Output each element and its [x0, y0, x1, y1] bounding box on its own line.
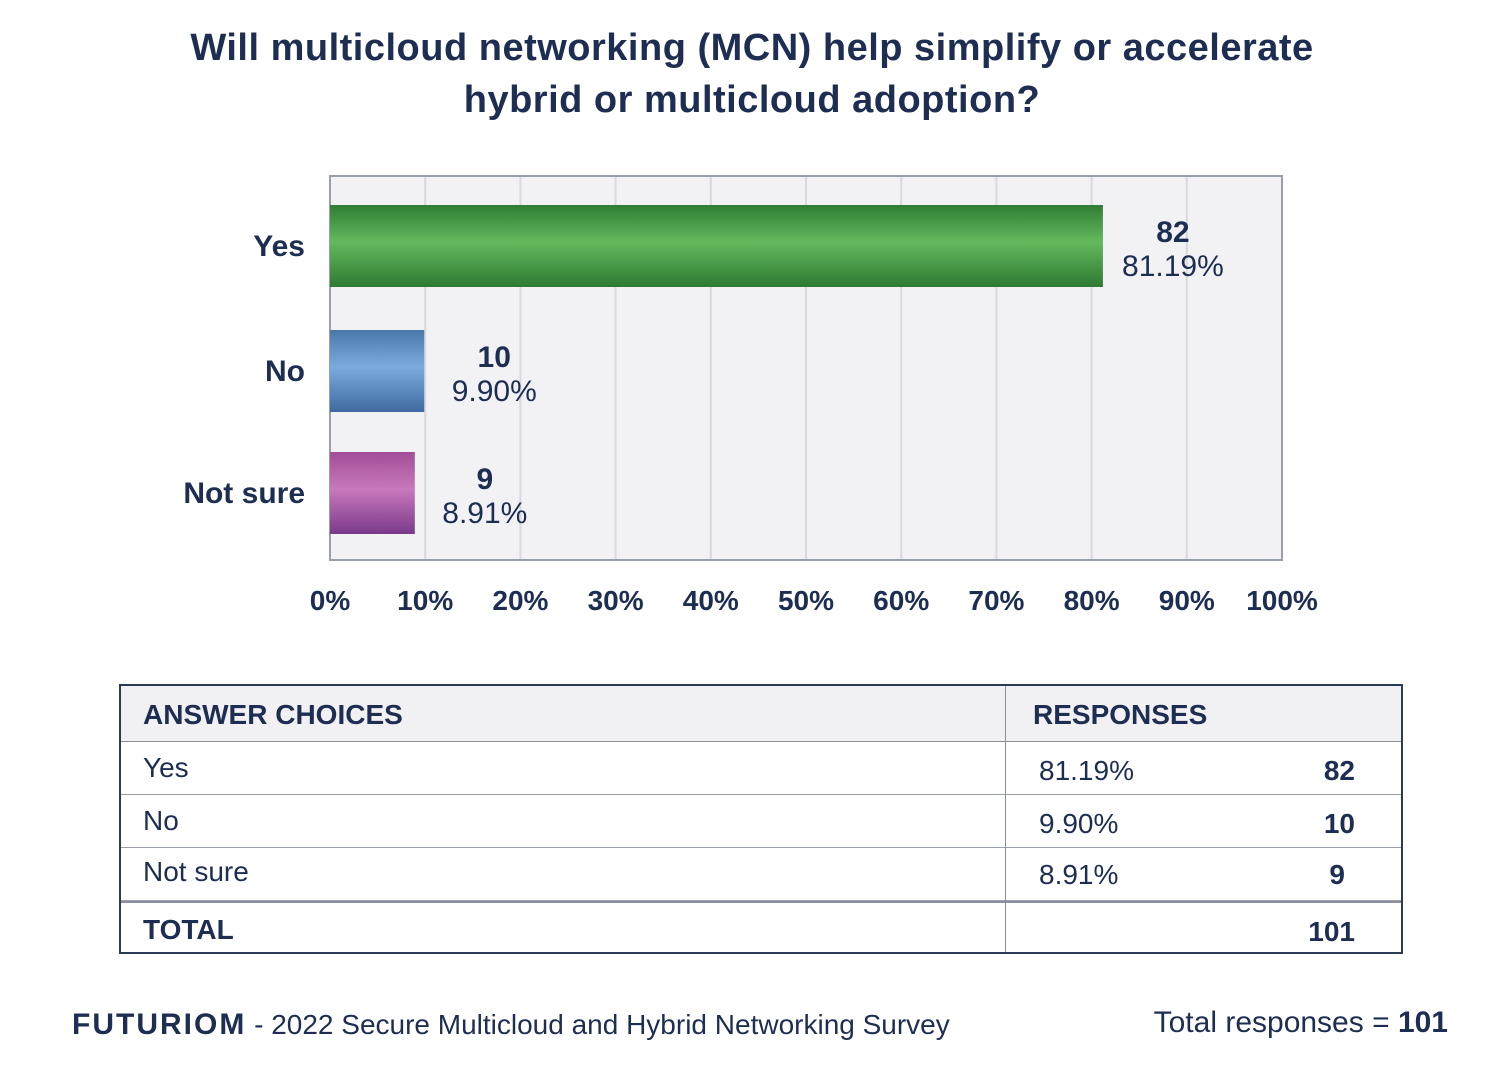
- x-tick-label: 30%: [588, 585, 644, 616]
- x-tick-label: 70%: [968, 585, 1024, 616]
- total-responses-value: 101: [1397, 1006, 1448, 1039]
- header-responses: RESPONSES: [1033, 699, 1208, 730]
- bar-count-label: 10: [478, 341, 511, 374]
- x-axis-ticks: 0% 10% 20% 30% 40% 50% 60% 70% 80% 90% 100%: [310, 585, 1318, 616]
- bar-percent-label: 9.90%: [452, 375, 537, 408]
- total-count: 101: [1308, 916, 1355, 947]
- footer-source: FUTURIOM - 2022 Secure Multicloud and Hy…: [72, 1008, 950, 1042]
- x-tick-label: 50%: [778, 585, 834, 616]
- bar-percent-label: 8.91%: [442, 497, 527, 530]
- header-answer-choices: ANSWER CHOICES: [143, 699, 403, 730]
- x-tick-label: 40%: [683, 585, 739, 616]
- total-label: TOTAL: [143, 914, 234, 945]
- row-choice: No: [143, 805, 179, 836]
- chart-title-line-2: hybrid or multicloud adoption?: [463, 79, 1041, 121]
- total-responses-label: Total responses =: [1153, 1006, 1398, 1039]
- x-tick-label: 100%: [1246, 585, 1318, 616]
- row-count: 82: [1323, 755, 1355, 786]
- bars: [330, 205, 1103, 534]
- row-count: 10: [1323, 808, 1355, 839]
- chart-title-line-1: Will multicloud networking (MCN) help si…: [190, 27, 1314, 69]
- row-count: 9: [1329, 859, 1345, 890]
- survey-name: - 2022 Secure Multicloud and Hybrid Netw…: [246, 1009, 950, 1040]
- row-percent: 81.19%: [1039, 755, 1134, 786]
- futuriom-logo: FUTURIOM: [72, 1008, 247, 1041]
- chart-title: Will multicloud networking (MCN) help si…: [0, 22, 1504, 126]
- category-label: Not sure: [183, 477, 305, 510]
- bar-count-label: 82: [1156, 216, 1189, 249]
- responses-table: ANSWER CHOICES RESPONSES Yes 81.19% 82 N…: [119, 684, 1403, 954]
- x-tick-label: 80%: [1064, 585, 1120, 616]
- bar-percent-label: 81.19%: [1122, 250, 1224, 283]
- category-label: No: [265, 355, 305, 388]
- x-tick-label: 0%: [310, 585, 351, 616]
- category-label: Yes: [253, 230, 305, 263]
- table-total-row: TOTAL 101: [121, 901, 1401, 954]
- table-row: No 9.90% 10: [121, 795, 1401, 848]
- table-row: Yes 81.19% 82: [121, 742, 1401, 795]
- bar-count-label: 9: [476, 463, 493, 496]
- column-divider: [1005, 686, 1006, 952]
- row-percent: 9.90%: [1039, 808, 1119, 839]
- row-choice: Yes: [143, 752, 189, 783]
- row-choice: Not sure: [143, 856, 249, 887]
- x-tick-label: 10%: [397, 585, 453, 616]
- bar-yes: [330, 205, 1103, 287]
- x-tick-label: 90%: [1159, 585, 1215, 616]
- bar-no: [330, 330, 425, 412]
- table-header-row: ANSWER CHOICES RESPONSES: [121, 686, 1401, 742]
- row-percent: 8.91%: [1039, 859, 1119, 890]
- x-tick-label: 20%: [492, 585, 548, 616]
- x-tick-label: 60%: [873, 585, 929, 616]
- bar-not-sure: [330, 452, 415, 534]
- footer-total: Total responses = 101: [1154, 1006, 1448, 1040]
- table-row: Not sure 8.91% 9: [121, 848, 1401, 901]
